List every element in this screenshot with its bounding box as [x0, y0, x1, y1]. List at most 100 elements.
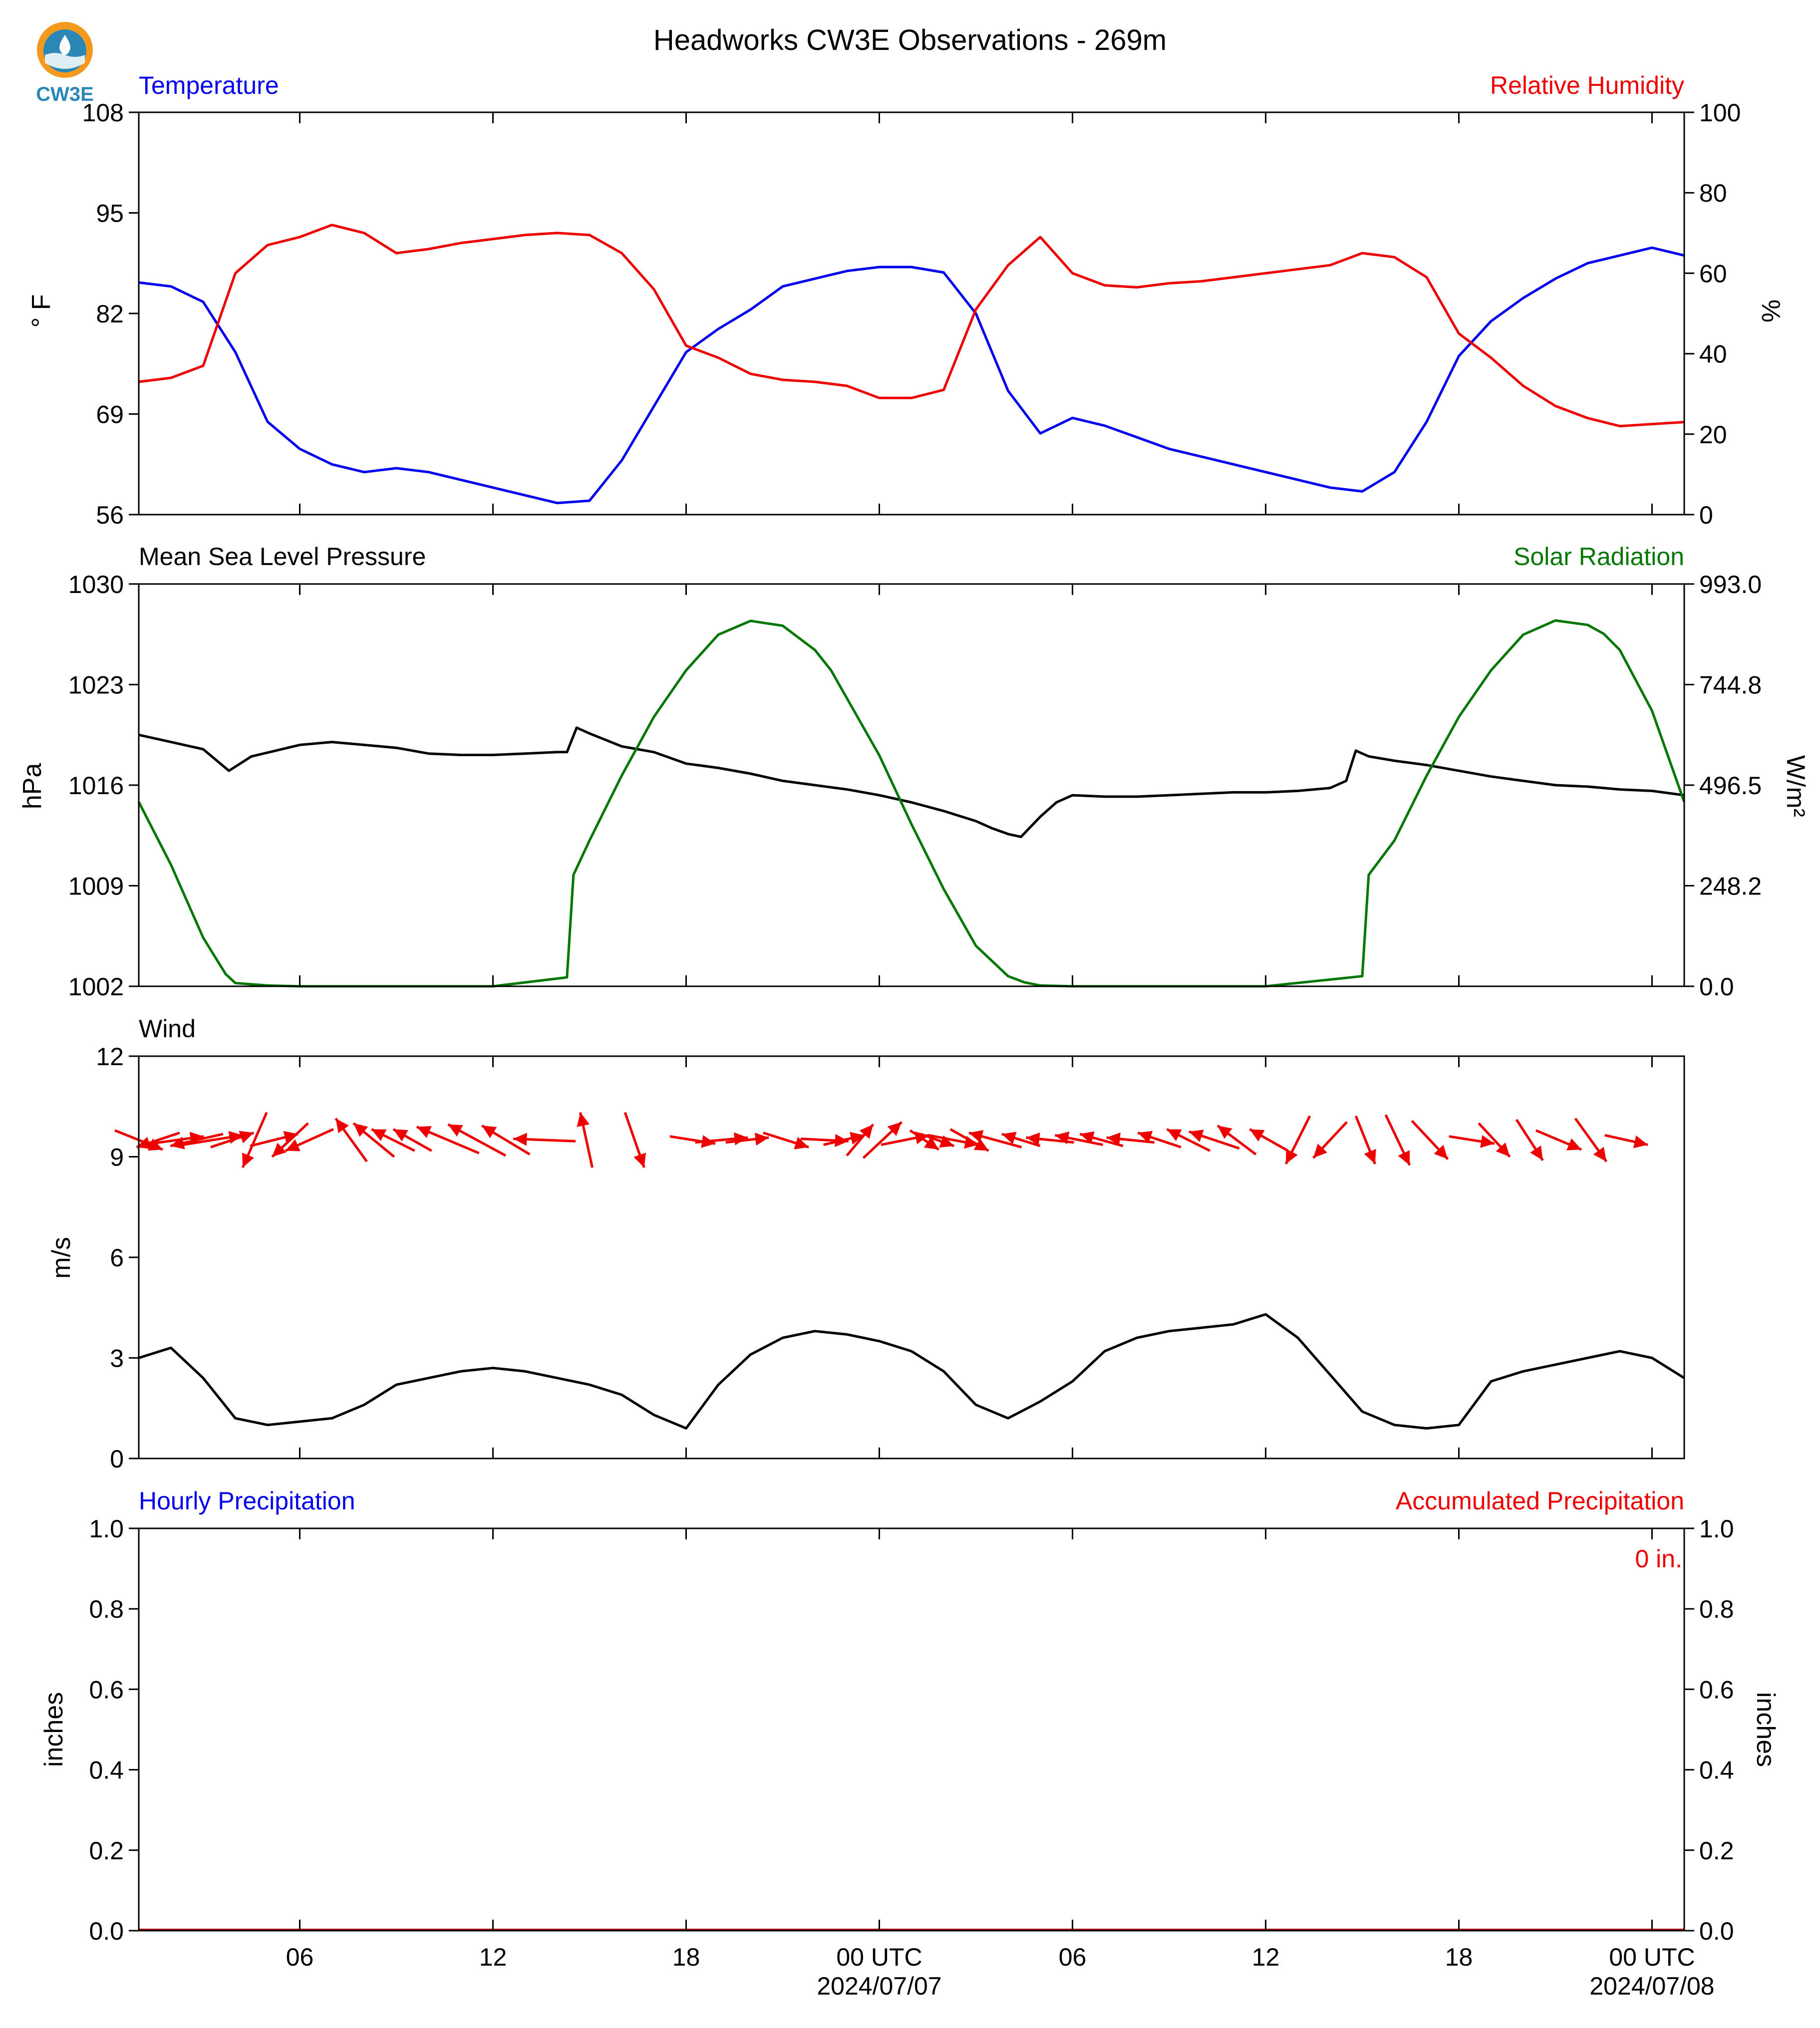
- wind-arrow-head: [285, 1139, 301, 1152]
- wind-arrow: [1574, 1118, 1608, 1162]
- y-tick-label-left: 1009: [68, 872, 124, 900]
- wind-arrow-head: [633, 1153, 646, 1168]
- wind-arrow-head: [1286, 1149, 1298, 1164]
- panel-precipitation: Hourly Precipitation Accumulated Precipi…: [39, 1487, 1780, 1945]
- y-tick-label-left: 1030: [68, 571, 124, 598]
- wind-arrow: [334, 1118, 368, 1162]
- accumulated-total-label: 0 in.: [1635, 1545, 1682, 1573]
- date-label: 2024/07/08: [1589, 1972, 1714, 2000]
- wind-arrow-head: [1106, 1132, 1121, 1146]
- series-line-wind: [138, 1313, 1685, 1430]
- panel1-ylabel-right: %: [1756, 299, 1785, 322]
- wind-arrow: [1054, 1131, 1103, 1146]
- wind-arrow-head: [1496, 1142, 1510, 1157]
- panel1-left-title: Temperature: [139, 71, 279, 99]
- y-tick-label-left: 9: [110, 1144, 124, 1171]
- wind-arrow-head: [850, 1132, 865, 1145]
- panel3-ylabel: m/s: [47, 1237, 76, 1279]
- wind-arrow: [352, 1122, 395, 1158]
- y-tick-label-right: 744.8: [1699, 671, 1762, 699]
- y-tick-label-right: 0.2: [1699, 1837, 1734, 1865]
- wind-arrow: [1604, 1134, 1648, 1149]
- cw3e-logo: CW3E: [36, 22, 94, 105]
- wind-arrow-head: [513, 1133, 527, 1146]
- wind-arrow: [210, 1131, 255, 1149]
- wind-arrow-head: [1080, 1131, 1095, 1144]
- wind-arrow-head: [242, 1153, 254, 1168]
- y-tick-label-right: 496.5: [1699, 772, 1762, 800]
- wind-arrow-head: [1138, 1131, 1153, 1144]
- panel4-left-title: Hourly Precipitation: [139, 1487, 355, 1515]
- y-tick-label-left: 1016: [68, 772, 124, 800]
- time-tick-label: 06: [1059, 1943, 1087, 1971]
- panel4-ylabel: inches: [39, 1692, 68, 1767]
- time-tick-label: 18: [1445, 1943, 1473, 1971]
- wind-arrow-head: [170, 1137, 185, 1150]
- wind-arrow: [1189, 1130, 1240, 1150]
- wind-arrow-head: [1480, 1135, 1495, 1148]
- panel2-left-title: Mean Sea Level Pressure: [139, 543, 426, 571]
- y-tick-label-left: 0.0: [89, 1917, 124, 1945]
- y-tick-label-right: 0: [1699, 501, 1713, 529]
- wind-arrow: [1166, 1128, 1211, 1152]
- wind-arrow-head: [1001, 1132, 1017, 1145]
- series-line-relative-humidity: [138, 224, 1685, 428]
- y-tick-label-right: 20: [1699, 421, 1727, 449]
- wind-arrow-head: [734, 1132, 748, 1146]
- wind-arrow: [285, 1128, 334, 1152]
- wind-arrow-head: [1434, 1145, 1448, 1159]
- wind-arrow-head: [1055, 1131, 1070, 1145]
- wind-arrow: [823, 1132, 865, 1146]
- panel4-frame: [138, 1527, 1685, 1932]
- y-tick-label-right: 80: [1699, 179, 1727, 207]
- time-tick-label: 06: [286, 1943, 314, 1971]
- time-tick-label: 12: [1252, 1943, 1280, 1971]
- date-label: 2024/07/07: [817, 1972, 941, 2000]
- wind-arrow-head: [482, 1126, 497, 1139]
- wind-arrow: [481, 1124, 531, 1156]
- wind-arrow-head: [1530, 1145, 1543, 1160]
- time-tick-label: 12: [479, 1943, 507, 1971]
- y-tick-label-left: 3: [110, 1345, 124, 1373]
- y-tick-label-left: 0.2: [89, 1837, 124, 1865]
- wind-arrow-head: [577, 1112, 590, 1127]
- series-line-mean-sea-level-pressure: [138, 726, 1685, 839]
- panel4-right-title: Accumulated Precipitation: [1396, 1487, 1684, 1515]
- y-tick-label-right: 60: [1699, 260, 1727, 288]
- wind-arrow-head: [973, 1138, 989, 1151]
- wind-arrow: [241, 1112, 268, 1168]
- panel-pressure-solar: Mean Sea Level Pressure Solar Radiation …: [18, 543, 1810, 1001]
- panel3-left-title: Wind: [139, 1015, 196, 1043]
- wind-arrow: [1106, 1132, 1155, 1146]
- wind-arrow: [447, 1123, 507, 1157]
- wind-arrow-head: [1566, 1138, 1582, 1151]
- panel2-ylabel-right: W/m²: [1781, 755, 1810, 817]
- wind-arrow-head: [393, 1129, 408, 1142]
- wind-arrow-head: [272, 1143, 287, 1157]
- wind-arrow: [1137, 1131, 1182, 1149]
- wind-arrow: [623, 1112, 646, 1168]
- wind-arrow-head: [353, 1123, 368, 1137]
- wind-arrow: [271, 1122, 309, 1158]
- y-tick-label-left: 108: [82, 99, 124, 127]
- y-tick-label-right: 40: [1699, 340, 1727, 368]
- wind-arrow: [862, 1121, 903, 1159]
- y-tick-label-right: 1.0: [1699, 1515, 1734, 1543]
- wind-arrow-head: [887, 1122, 902, 1136]
- wind-arrow: [763, 1132, 809, 1150]
- wind-arrow-head: [1633, 1135, 1648, 1149]
- wind-arrow-head: [859, 1124, 874, 1139]
- panel-wind: Wind m/s 0 3 6 9 12: [47, 1015, 1685, 1473]
- wind-arrow: [513, 1133, 576, 1146]
- y-tick-label-left: 69: [96, 401, 124, 429]
- wind-arrow: [577, 1112, 594, 1168]
- y-tick-label-right: 0.0: [1699, 1917, 1734, 1945]
- y-tick-label-right: 248.2: [1699, 872, 1762, 900]
- wind-arrow-head: [1398, 1150, 1410, 1165]
- wind-arrow-head: [923, 1137, 939, 1150]
- wind-arrow: [136, 1132, 180, 1150]
- wind-arrow-head: [239, 1131, 254, 1144]
- y-tick-label-left: 6: [110, 1244, 124, 1272]
- y-tick-label-left: 1023: [68, 671, 124, 699]
- wind-arrow: [416, 1126, 480, 1155]
